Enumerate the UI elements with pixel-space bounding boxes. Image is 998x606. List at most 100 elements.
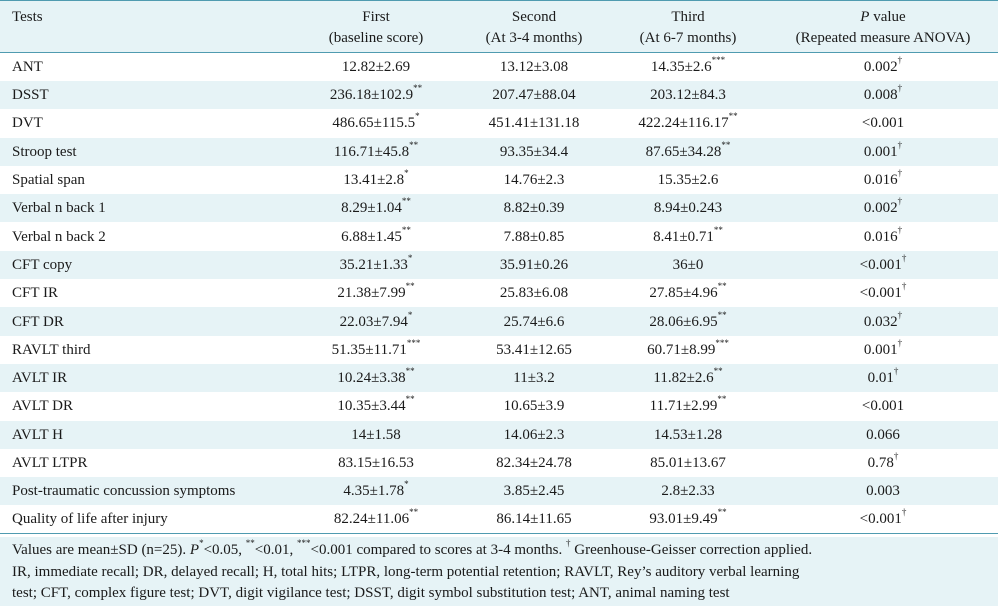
- cell-pvalue-correction-mark: †: [897, 139, 903, 150]
- cell-third: 8.94±0.243: [608, 194, 768, 222]
- header-row: Tests First (baseline score) Second (At …: [0, 0, 998, 53]
- cell-second-value: 14.06±2.3: [503, 426, 565, 443]
- cell-third-value: 203.12±84.3: [650, 87, 726, 104]
- footnote-seg2: <0.05,: [203, 542, 246, 558]
- table-row: Quality of life after injury 82.24±11.06*…: [0, 505, 998, 535]
- cell-pvalue-correction-mark: †: [897, 83, 903, 94]
- table-row: CFT copy 35.21±1.33* 35.91±0.26 36±0 <0.001†: [0, 250, 998, 280]
- cell-second: 35.91±0.26: [460, 251, 608, 279]
- cell-first-significance: **: [405, 281, 415, 292]
- cell-pvalue-value: 0.001: [863, 341, 898, 358]
- cell-first: 83.15±16.53: [292, 449, 460, 477]
- cell-first: 6.88±1.45**: [292, 222, 460, 250]
- cell-first-significance: *: [407, 252, 413, 263]
- cell-third-value: 85.01±13.67: [650, 455, 726, 471]
- cell-pvalue: 0.003: [768, 477, 998, 505]
- cell-pvalue-value: 0.001: [863, 143, 898, 160]
- cell-first-value: 4.35±1.78: [343, 483, 405, 500]
- cell-third-value: 2.8±2.33: [661, 483, 715, 500]
- cell-pvalue: 0.016†: [768, 222, 998, 250]
- header-third: Third (At 6-7 months): [608, 0, 768, 53]
- cell-third-value: 8.41±0.71: [653, 228, 714, 245]
- cell-test-name: Spatial span: [12, 172, 85, 189]
- cell-third-value: 11.71±2.99: [649, 398, 718, 415]
- cell-first: 10.35±3.44**: [292, 392, 460, 420]
- cell-second: 93.35±34.4: [460, 138, 608, 166]
- header-first-line1: First: [362, 9, 390, 25]
- header-second: Second (At 3-4 months): [460, 0, 608, 53]
- cell-pvalue-value: 0.003: [866, 483, 900, 500]
- results-table: Tests First (baseline score) Second (At …: [0, 0, 998, 535]
- cell-second: 82.34±24.78: [460, 449, 608, 477]
- cell-third: 60.71±8.99***: [608, 336, 768, 364]
- cell-second: 13.12±3.08: [460, 53, 608, 82]
- table-row: ANT 12.82±2.69 13.12±3.08 14.35±2.6*** 0.002…: [0, 53, 998, 82]
- cell-third-value: 11.82±2.6: [653, 370, 714, 387]
- cell-third: 14.53±1.28: [608, 421, 768, 449]
- cell-second-value: 13.12±3.08: [499, 59, 569, 75]
- cell-first-value: 51.35±11.71: [331, 341, 407, 358]
- footnote-sup2: **: [245, 538, 255, 548]
- cell-second-value: 451.41±131.18: [488, 115, 580, 132]
- cell-third-value: 93.01±9.49: [649, 511, 718, 528]
- cell-second-value: 10.65±3.9: [503, 398, 565, 415]
- cell-second-value: 207.47±88.04: [492, 87, 576, 104]
- cell-pvalue-value: 0.002: [863, 59, 898, 75]
- cell-second: 11±3.2: [460, 364, 608, 392]
- cell-pvalue: 0.032†: [768, 307, 998, 335]
- header-pvalue-rest: value: [869, 9, 906, 25]
- cell-second: 25.83±6.08: [460, 279, 608, 307]
- cell-first-value: 83.15±16.53: [338, 455, 414, 471]
- header-second-line2: (At 3-4 months): [485, 30, 583, 46]
- table-row: Spatial span 13.41±2.8* 14.76±2.3 15.35±2.6…: [0, 166, 998, 194]
- cell-first-significance: **: [401, 224, 411, 235]
- table-header: Tests First (baseline score) Second (At …: [0, 0, 998, 53]
- cell-pvalue: 0.066: [768, 421, 998, 449]
- cell-first: 116.71±45.8**: [292, 138, 460, 166]
- cell-test-name: CFT copy: [12, 256, 73, 273]
- footnote-line-2: IR, immediate recall; DR, delayed recall…: [12, 563, 800, 580]
- cell-first-value: 14±1.58: [351, 426, 401, 443]
- table-row: CFT DR 22.03±7.94* 25.74±6.6 28.06±6.95** 0.…: [0, 307, 998, 336]
- cell-second: 7.88±0.85: [460, 222, 608, 250]
- header-third-line2: (At 6-7 months): [639, 30, 737, 46]
- cell-second: 53.41±12.65: [460, 336, 608, 364]
- cell-pvalue-value: 0.002: [863, 200, 898, 217]
- cell-third-significance: ***: [711, 55, 726, 65]
- header-pvalue: P value (Repeated measure ANOVA): [768, 0, 998, 53]
- header-second-line1: Second: [511, 9, 557, 25]
- cell-test-name: CFT DR: [12, 313, 64, 330]
- cell-second-value: 14.76±2.3: [503, 172, 565, 189]
- cell-first: 13.41±2.8*: [292, 166, 460, 194]
- cell-test-name: Post-traumatic concussion symptoms: [12, 483, 236, 500]
- cell-second: 25.74±6.6: [460, 307, 608, 335]
- cell-first: 14±1.58: [292, 421, 460, 449]
- cell-third-value: 8.94±0.243: [653, 200, 723, 217]
- cell-pvalue-correction-mark: †: [893, 451, 899, 461]
- cell-second: 14.06±2.3: [460, 421, 608, 449]
- cell-first-value: 116.71±45.8: [333, 143, 410, 160]
- table-row: DSST 236.18±102.9** 207.47±88.04 203.12±84.…: [0, 81, 998, 110]
- cell-third-significance: **: [721, 139, 731, 150]
- cell-third-value: 27.85±4.96: [649, 285, 718, 302]
- cell-pvalue-value: <0.001: [861, 115, 905, 132]
- cell-first: 236.18±102.9**: [292, 81, 460, 109]
- cell-third: 36±0: [608, 251, 768, 279]
- cell-third: 11.71±2.99**: [608, 392, 768, 420]
- cell-second: 86.14±11.65: [460, 505, 608, 535]
- header-first: First (baseline score): [292, 0, 460, 53]
- table-footnote: Values are mean±SD (n=25). P*<0.05, **<0…: [0, 537, 998, 606]
- footnote-seg4: <0.001 compared to scores at 3-4 months.: [310, 542, 566, 558]
- cell-test-name: ANT: [12, 59, 43, 75]
- cell-first-value: 10.24±3.38: [337, 370, 406, 387]
- cell-third: 85.01±13.67: [608, 449, 768, 477]
- cell-test-name: RAVLT third: [12, 341, 91, 358]
- footnote-line-3: test; CFT, complex figure test; DVT, dig…: [12, 585, 730, 601]
- cell-pvalue-correction-mark: †: [901, 281, 907, 292]
- cell-pvalue-value: 0.01: [867, 370, 894, 387]
- cell-third: 203.12±84.3: [608, 81, 768, 109]
- cell-third: 11.82±2.6**: [608, 364, 768, 392]
- cell-second: 207.47±88.04: [460, 81, 608, 109]
- footnote-seg3: <0.01,: [254, 542, 297, 558]
- cell-first: 486.65±115.5*: [292, 109, 460, 137]
